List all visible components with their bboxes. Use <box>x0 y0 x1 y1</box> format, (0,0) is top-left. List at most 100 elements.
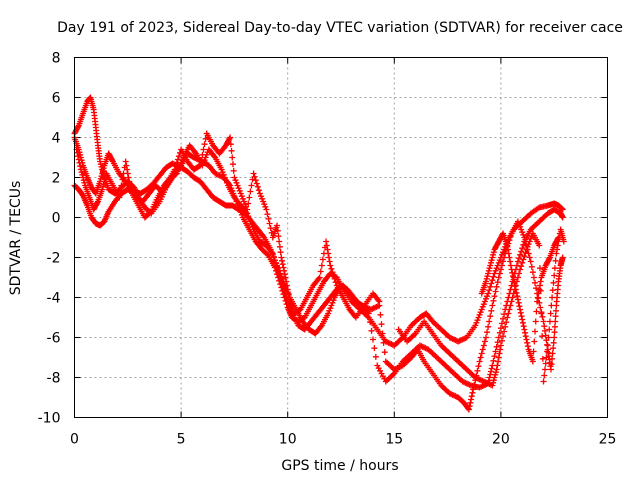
data-point <box>81 179 88 186</box>
data-point <box>99 167 106 174</box>
data-point <box>471 381 478 388</box>
x-tick-label: 25 <box>599 432 617 448</box>
y-axis-label: SDTVAR / TECUs <box>8 181 24 296</box>
data-point <box>490 377 497 384</box>
data-point <box>498 320 505 327</box>
data-point <box>506 254 513 261</box>
data-point <box>329 299 336 306</box>
data-point <box>547 310 554 317</box>
data-point <box>252 177 259 184</box>
data-point <box>518 248 525 255</box>
data-point <box>276 238 283 245</box>
data-point <box>514 296 521 303</box>
data-point <box>497 325 504 332</box>
data-point <box>554 235 561 242</box>
data-point <box>260 233 267 240</box>
data-point <box>525 250 532 257</box>
data-point <box>196 163 203 170</box>
data-point <box>527 235 534 242</box>
data-series <box>71 94 567 413</box>
data-point <box>482 278 489 285</box>
y-tick-label: -2 <box>47 251 61 267</box>
data-point <box>226 135 233 142</box>
data-point <box>227 134 234 141</box>
data-point <box>473 319 480 326</box>
data-point <box>381 349 388 356</box>
data-point <box>467 399 474 406</box>
data-point <box>518 263 525 270</box>
data-point <box>250 170 257 177</box>
data-point <box>474 317 481 324</box>
data-point <box>365 310 372 317</box>
data-point <box>327 305 334 312</box>
data-point <box>260 198 267 205</box>
data-point <box>174 167 181 174</box>
data-point <box>243 209 250 216</box>
data-point <box>548 361 555 368</box>
data-point <box>323 238 330 245</box>
x-axis-label: GPS time / hours <box>281 458 398 474</box>
y-tick-label: 8 <box>52 51 61 67</box>
data-point <box>545 334 552 341</box>
data-point <box>266 220 273 227</box>
data-point <box>543 354 550 361</box>
data-point <box>245 213 252 220</box>
data-point <box>526 254 533 261</box>
data-point <box>507 262 514 269</box>
data-point <box>465 406 472 413</box>
data-point <box>375 297 382 304</box>
data-point <box>94 199 101 206</box>
data-point <box>330 272 337 279</box>
data-point <box>497 346 504 353</box>
data-point <box>255 187 262 194</box>
data-point <box>202 135 209 142</box>
data-point <box>498 337 505 344</box>
data-point <box>489 254 496 261</box>
data-point <box>513 289 520 296</box>
data-point <box>472 322 479 329</box>
data-point <box>517 309 524 316</box>
data-point <box>367 319 374 326</box>
data-point <box>486 265 493 272</box>
data-point <box>483 275 490 282</box>
data-point <box>122 158 129 165</box>
data-point <box>274 222 281 229</box>
data-point <box>323 242 330 249</box>
data-point <box>277 249 284 256</box>
data-point <box>481 298 488 305</box>
data-point <box>249 223 256 230</box>
data-point <box>477 309 484 316</box>
data-point <box>482 334 489 341</box>
data-point <box>246 215 253 222</box>
data-point <box>510 276 517 283</box>
data-point <box>539 313 546 320</box>
data-point <box>276 243 283 250</box>
data-point <box>559 205 566 212</box>
data-point <box>485 270 492 277</box>
data-point <box>377 311 384 318</box>
data-point <box>529 269 536 276</box>
data-point <box>259 195 266 202</box>
data-point <box>177 162 184 169</box>
data-point <box>506 306 513 313</box>
y-axis-ticks: 8 6 4 2 0 -2 -4 -6 -8 -10 <box>38 51 608 427</box>
data-point <box>514 218 521 225</box>
data-point <box>523 336 530 343</box>
data-point <box>244 206 251 213</box>
data-point <box>239 195 246 202</box>
data-point <box>487 368 494 375</box>
x-tick-label: 5 <box>177 432 186 448</box>
data-point <box>516 221 523 228</box>
y-tick-label: -6 <box>47 331 61 347</box>
data-point <box>218 166 225 173</box>
y-tick-label: 6 <box>52 91 61 107</box>
data-point <box>466 403 473 410</box>
data-point <box>496 329 503 336</box>
data-point <box>490 251 497 258</box>
data-point <box>281 287 288 294</box>
data-point <box>475 314 482 321</box>
data-point <box>482 295 489 302</box>
data-point <box>490 357 497 364</box>
data-point <box>528 263 535 270</box>
data-point <box>475 363 482 370</box>
